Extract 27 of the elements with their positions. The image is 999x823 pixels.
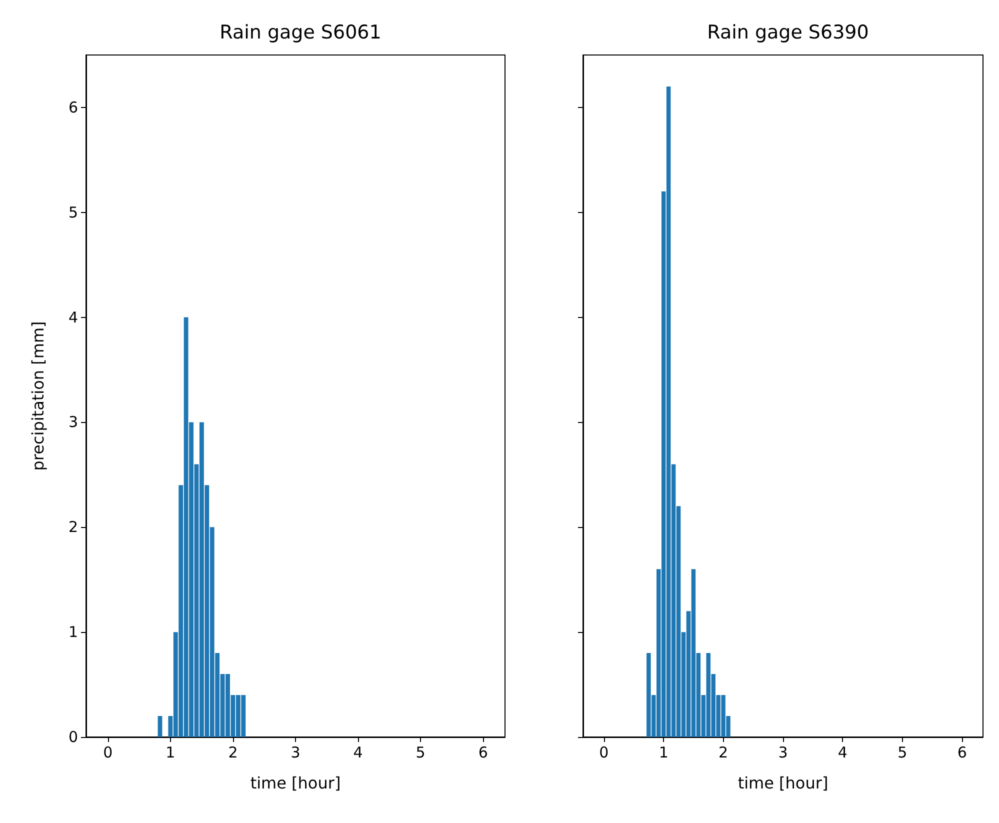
x-tick-label: 1 bbox=[166, 744, 176, 762]
x-tick-label: 0 bbox=[599, 744, 609, 762]
y-tick-label: 2 bbox=[68, 518, 78, 536]
x-tick-label: 3 bbox=[778, 744, 788, 762]
x-tick-label: 6 bbox=[957, 744, 967, 762]
bar bbox=[158, 716, 162, 737]
y-tick-label: 0 bbox=[68, 728, 78, 746]
x-tick-label: 5 bbox=[416, 744, 426, 762]
x-axis-title: time [hour] bbox=[250, 774, 341, 792]
x-tick-label: 6 bbox=[478, 744, 488, 762]
x-axis-title: time [hour] bbox=[738, 774, 828, 792]
x-tick-label: 4 bbox=[353, 744, 363, 762]
x-tick-label: 2 bbox=[228, 744, 238, 762]
y-tick-label: 1 bbox=[68, 623, 78, 642]
x-tick-label: 0 bbox=[103, 744, 113, 762]
x-tick-label: 5 bbox=[898, 744, 908, 762]
x-tick-label: 3 bbox=[290, 744, 300, 762]
x-tick-label: 2 bbox=[718, 744, 728, 762]
y-tick-label: 5 bbox=[68, 203, 78, 222]
y-tick-label: 4 bbox=[68, 308, 78, 326]
chart-title: Rain gage S6390 bbox=[707, 22, 869, 44]
y-tick-label: 3 bbox=[68, 413, 78, 432]
y-tick-label: 6 bbox=[68, 98, 78, 116]
y-axis-title: precipitation [mm] bbox=[28, 321, 48, 471]
x-tick-label: 4 bbox=[838, 744, 848, 762]
chart-title: Rain gage S6061 bbox=[220, 22, 382, 44]
x-tick-label: 1 bbox=[658, 744, 668, 762]
